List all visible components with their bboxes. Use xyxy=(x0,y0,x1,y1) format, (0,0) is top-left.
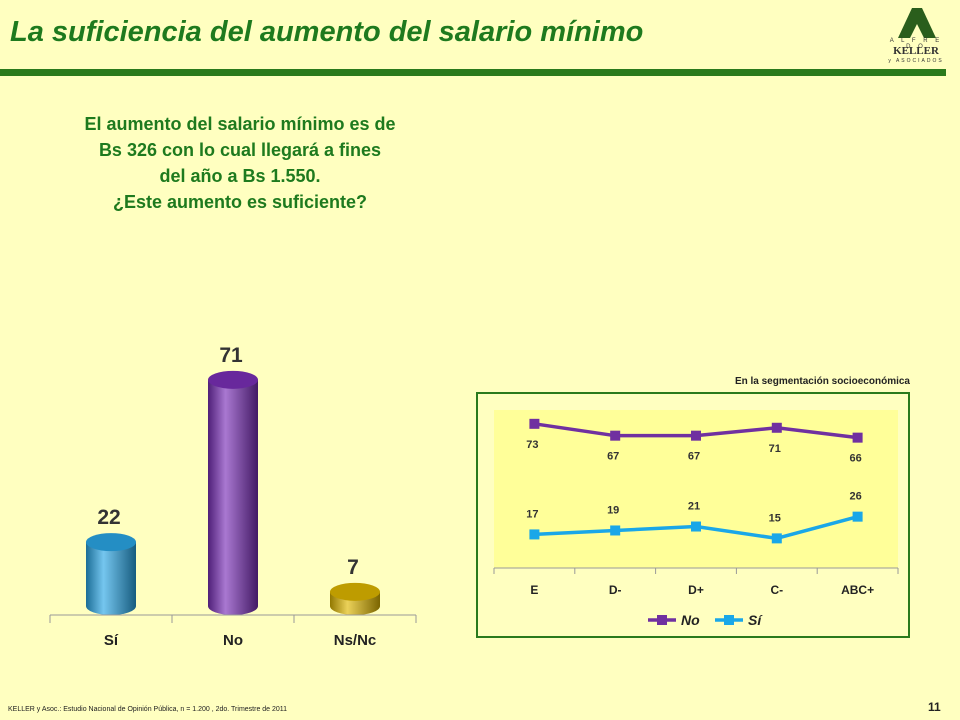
data-point xyxy=(691,430,701,441)
data-point xyxy=(691,521,701,532)
bar xyxy=(86,533,136,615)
data-label: 71 xyxy=(219,344,243,367)
data-label: 15 xyxy=(769,512,781,524)
logo-text-bottom: y ASOCIADOS xyxy=(888,58,944,64)
category-label: No xyxy=(223,632,243,649)
keller-logo-icon xyxy=(898,8,936,38)
source-note: KELLER y Asoc.: Estudio Nacional de Opin… xyxy=(8,706,288,713)
data-point xyxy=(771,422,782,433)
logo-text-top: A L F R E D O xyxy=(889,38,943,50)
legend-item: No xyxy=(648,612,700,628)
data-label: 22 xyxy=(97,506,120,529)
category-label: E xyxy=(530,583,538,597)
data-label: 26 xyxy=(849,491,861,503)
legend-label: Sí xyxy=(748,612,763,628)
question-line: del año a Bs 1.550. xyxy=(159,166,321,186)
legend-item: Sí xyxy=(715,612,763,628)
legend-label: No xyxy=(681,612,700,628)
bar xyxy=(208,370,258,615)
data-point xyxy=(771,533,782,544)
question-line: ¿Este aumento es suficiente? xyxy=(112,192,368,212)
bar xyxy=(330,582,380,615)
bar-chart: Sí No Ns/Nc 22 71 7 xyxy=(49,344,417,649)
data-point xyxy=(610,430,621,441)
category-label: ABC+ xyxy=(841,583,874,597)
category-label: D+ xyxy=(688,583,704,597)
data-point xyxy=(852,432,863,443)
data-point xyxy=(852,511,863,522)
data-point xyxy=(529,529,540,540)
data-label: 17 xyxy=(526,508,538,520)
data-label: 19 xyxy=(607,504,619,516)
category-label: Sí xyxy=(104,632,119,649)
data-label: 67 xyxy=(688,451,700,463)
question-line: El aumento del salario mínimo es de xyxy=(84,114,396,134)
data-label: 7 xyxy=(347,556,359,579)
title-rule xyxy=(0,69,946,76)
data-label: 73 xyxy=(526,439,538,451)
data-point xyxy=(610,525,621,536)
data-label: 71 xyxy=(769,443,781,455)
segment-caption: En la segmentación socioeconómica xyxy=(734,376,910,387)
category-label: Ns/Nc xyxy=(334,632,377,649)
category-label: D- xyxy=(609,583,622,597)
x-axis-labels: Sí No Ns/Nc xyxy=(104,632,376,649)
question-line: Bs 326 con lo cual llegará a fines xyxy=(98,140,382,160)
data-label: 67 xyxy=(607,451,619,463)
survey-question: El aumento del salario mínimo es de Bs 3… xyxy=(40,111,440,215)
data-label: 21 xyxy=(688,501,700,513)
line-chart: E D- D+ C- ABC+ 73 67 67 71 66 17 19 21 15 26 No Sí xyxy=(493,410,899,628)
category-label: C- xyxy=(770,583,783,597)
data-label: 66 xyxy=(849,453,861,465)
logo-text-name: KELLER xyxy=(893,45,939,57)
page-title: La suficiencia del aumento del salario m… xyxy=(10,16,644,48)
data-point xyxy=(529,418,540,429)
page-number: 11 xyxy=(928,700,941,714)
line-chart-frame: E D- D+ C- ABC+ 73 67 67 71 66 17 19 21 15 26 No Sí xyxy=(476,392,910,638)
